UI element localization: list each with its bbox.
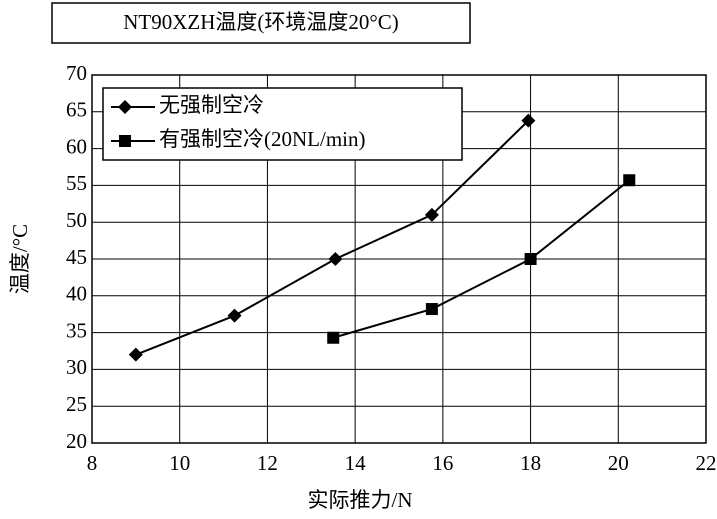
plot-frame <box>91 74 707 444</box>
y-tick-label: 35 <box>66 318 87 342</box>
x-axis-label: 实际推力/N <box>308 488 413 512</box>
x-tick-label: 12 <box>257 451 278 475</box>
legend-box <box>102 87 463 161</box>
legend-label: 有强制空冷(20NL/min) <box>159 127 365 151</box>
marker <box>118 100 132 114</box>
x-tick-label: 18 <box>520 451 541 475</box>
y-tick-label: 60 <box>66 134 87 158</box>
x-tick-label: 10 <box>169 451 190 475</box>
marker <box>425 303 438 316</box>
y-tick-label: 30 <box>66 355 87 379</box>
x-tick-label: 20 <box>608 451 629 475</box>
y-tick-label: 70 <box>66 61 87 85</box>
marker <box>327 331 340 344</box>
marker <box>328 252 343 266</box>
x-tick-label: 8 <box>87 451 98 475</box>
marker <box>524 253 537 265</box>
marker <box>623 174 636 187</box>
marker <box>128 347 143 362</box>
y-tick-label: 45 <box>66 245 87 269</box>
y-tick-label: 40 <box>66 282 87 306</box>
y-tick-label: 20 <box>66 429 87 453</box>
marker <box>119 135 131 147</box>
y-tick-label: 50 <box>66 208 87 232</box>
y-tick-label: 55 <box>66 171 87 195</box>
x-tick-label: 14 <box>345 451 367 475</box>
y-tick-label: 25 <box>66 392 87 416</box>
y-axis-label: 温度/°C <box>8 224 32 294</box>
marker <box>424 207 439 222</box>
marker <box>227 308 242 323</box>
chart-title: NT90XZH温度(环境温度20°C) <box>123 10 399 34</box>
legend-label: 无强制空冷 <box>159 93 264 117</box>
title-box <box>51 2 471 44</box>
marker <box>521 113 536 128</box>
series-line <box>332 179 630 339</box>
y-tick-label: 65 <box>66 98 87 122</box>
x-tick-label: 16 <box>432 451 453 475</box>
x-tick-label: 22 <box>696 451 717 475</box>
